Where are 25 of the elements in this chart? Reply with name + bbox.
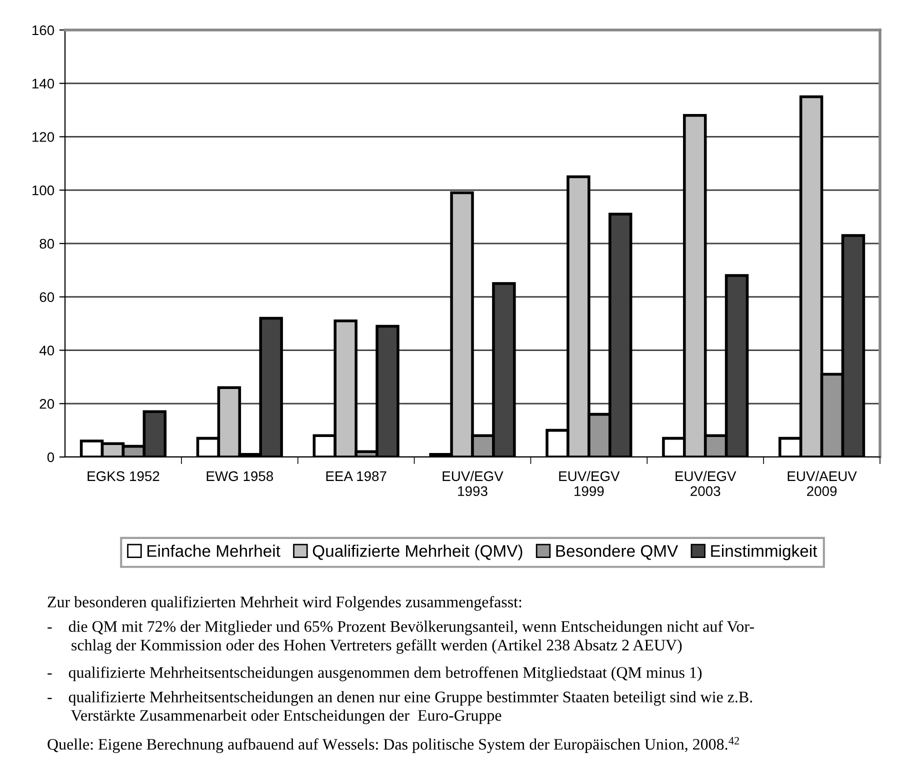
- x-tick-label: EUV/AEUV 2009: [788, 470, 857, 496]
- y-tick-label: 120: [32, 132, 54, 142]
- text: - die QM mit 72% der Mitglieder und 65% Prozent Bevölkerungsanteil, wenn Entscheidungen nicht auf Vor- schlag der Kommission oder des Hohen Vertreters gefällt werden (Artikel 238 Absatz 2 AEUV): [48, 620, 754, 654]
- y-tick-label: 0: [47, 452, 54, 462]
- source-note: Quelle: Eigene Berechnung aufbauend auf Wessels: Das politische System der Europäischen Union, 2008.$^{42}$: [48, 737, 739, 753]
- text: - qualifizierte Mehrheitsentscheidungen an denen nur eine Gruppe bestimmter Staaten beteiligt sind wie z.B. Verstärkte Zusammenarbeit oder Entscheidungen der Euro-Gruppe: [48, 691, 752, 724]
- x-tick-label: EUV/EGV 1993: [442, 470, 504, 496]
- y-tick-label: 100: [32, 185, 54, 196]
- x-tick-label: EGKS 1952: [88, 471, 160, 482]
- legend-label: Besondere QMV: [556, 544, 678, 560]
- x-tick-label: EWG 1958: [206, 471, 274, 482]
- text: - qualifizierte Mehrheitsentscheidungen ausgenommen dem betroffenen Mitgliedstaat (QM minus 1): [48, 666, 702, 682]
- x-tick-label: EUV/EGV 2003: [676, 470, 736, 496]
- legend-label: Einstimmigkeit: [711, 544, 818, 560]
- x-tick-label: EUV/EGV 1999: [559, 470, 620, 496]
- y-tick-label: 140: [32, 78, 54, 89]
- y-tick-label: 60: [40, 292, 54, 302]
- y-tick-label: 40: [39, 346, 54, 356]
- text: Zur besonderen qualifizierten Mehrheit wird Folgendes zusammengefasst:: [48, 596, 522, 611]
- legend-label: Qualifizierte Mehrheit (QMV): [312, 544, 522, 560]
- y-tick-label: 80: [40, 238, 54, 249]
- y-tick-label: 160: [32, 25, 54, 36]
- x-tick-label: EEA 1987: [326, 471, 386, 482]
- legend-label: Einfache Mehrheit: [147, 544, 280, 557]
- y-tick-label: 20: [40, 398, 54, 409]
